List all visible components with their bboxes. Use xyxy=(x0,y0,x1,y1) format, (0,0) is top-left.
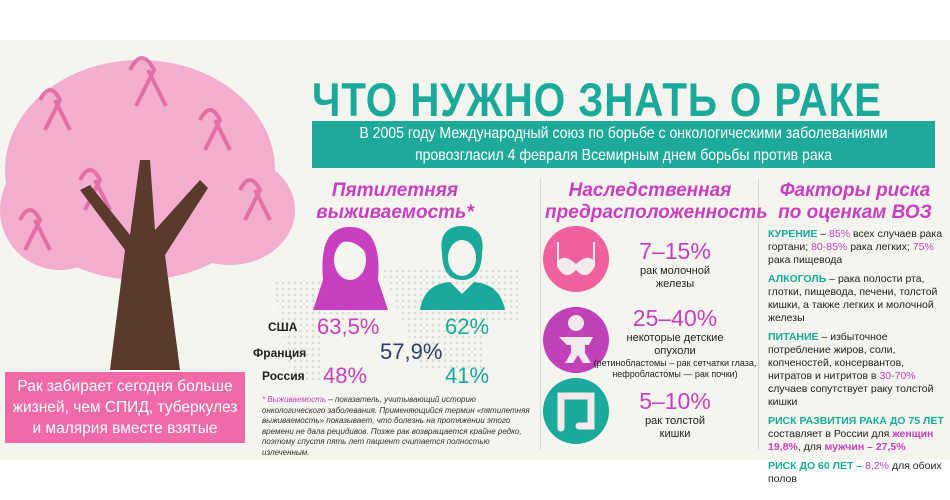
intestine-icon xyxy=(543,378,609,444)
risk-key: РИСК РАЗВИТИЯ РАКА ДО 75 ЛЕТ xyxy=(768,415,944,427)
risk-alcohol: АЛКОГОЛЬ – рака полости рта, глотки, пищ… xyxy=(768,273,948,325)
russia-women-value: 48% xyxy=(323,363,368,388)
caption-line: рак толстой xyxy=(645,415,705,427)
text: рака легких; xyxy=(847,241,913,253)
france-value: 57,9% xyxy=(380,339,443,364)
caption-line: опухоли xyxy=(654,345,696,357)
country-label-france: Франция xyxy=(253,346,307,360)
risk-key: АЛКОГОЛЬ xyxy=(768,273,827,285)
footnote-term: * Выживаемость xyxy=(262,395,327,404)
pct: 30-70% xyxy=(879,370,916,382)
text: – xyxy=(817,228,830,240)
risk-smoking: КУРЕНИЕ – 85% всех случаев рака гортани;… xyxy=(768,228,948,267)
breast-cancer-pct: 7–15% xyxy=(639,238,711,264)
survival-heading: Пятилетняя выживаемость* xyxy=(300,180,490,224)
risk-60: РИСК ДО 60 ЛЕТ – 8,2% для обоих полов xyxy=(768,460,948,486)
child-tumor-pct: 25–40% xyxy=(632,305,718,331)
note-line: нефробластомы — рак почки) xyxy=(612,369,738,379)
caption-line: рак молочной xyxy=(639,265,711,277)
risk-heading: Факторы риска по оценкам ВОЗ xyxy=(760,180,950,224)
text: случаев сопутствует раку толстой кишки xyxy=(768,383,934,408)
man-icon xyxy=(420,226,505,310)
colon-cancer-pct: 5–10% xyxy=(639,388,711,414)
heredity-heading: Наследственная предрасположенность xyxy=(545,180,768,224)
heading-line: Факторы риска xyxy=(779,180,931,201)
pct: 8,2% xyxy=(862,460,890,472)
risk-key: КУРЕНИЕ xyxy=(768,228,818,240)
text: всех случаев рака гортани; xyxy=(768,228,943,253)
text: рака пищевода xyxy=(768,254,843,266)
ribbon-tree-illustration xyxy=(0,56,295,370)
risk-key: РИСК ДО 60 ЛЕТ – xyxy=(768,460,863,472)
child-tumor-note: (ретинобластомы – рак сетчатки глаза, неф… xyxy=(580,358,770,380)
survival-footnote: * Выживаемость – показатель, учитывающий… xyxy=(262,395,537,458)
colon-cancer-caption: рак толстой кишки xyxy=(600,415,750,441)
bra-icon xyxy=(543,226,609,292)
text: – избыточное потребление жиров, соли, ко… xyxy=(768,331,905,382)
risk-75: РИСК РАЗВИТИЯ РАКА ДО 75 ЛЕТ составляет … xyxy=(768,415,948,454)
pct: 75% xyxy=(912,241,934,253)
banner-line: провозгласил 4 февраля Всемирным днем бо… xyxy=(414,147,833,164)
usa-women-value: 63,5% xyxy=(317,314,380,339)
pct: женщин 19,8% xyxy=(768,428,934,453)
heading-line: Пятилетняя xyxy=(331,180,459,201)
text: составляет в России для xyxy=(768,428,893,440)
breast-cancer-caption: рак молочной железы xyxy=(600,265,750,291)
usa-men-value: 62% xyxy=(445,314,490,339)
world-cancer-day-banner: В 2005 году Международный союз по борьбе… xyxy=(312,121,935,168)
russia-men-value: 41% xyxy=(445,363,490,388)
pct: мужчин – 27,5% xyxy=(824,441,906,453)
tree-caption-line: Рак забирает сегодня больше xyxy=(17,378,233,395)
baby-icon xyxy=(543,307,609,373)
tree-caption-line: и малярия вместе взятые xyxy=(32,420,218,437)
child-tumor-caption: некоторые детские опухоли xyxy=(600,332,750,358)
risk-food: ПИТАНИЕ – избыточное потребление жиров, … xyxy=(768,331,948,409)
pct: 80-85% xyxy=(811,241,848,253)
caption-line: железы xyxy=(655,278,695,290)
pct: 85% xyxy=(829,228,851,240)
text: , для xyxy=(797,441,825,453)
risk-key: ПИТАНИЕ xyxy=(768,331,819,343)
caption-line: некоторые детские xyxy=(626,332,724,344)
column-divider xyxy=(758,178,759,450)
footnote-text: – показатель, учитывающий историю онколо… xyxy=(262,395,530,457)
text: – рака полости рта, глотки, пищевода, пе… xyxy=(768,273,938,324)
heading-line: выживаемость* xyxy=(316,202,474,223)
text: для обоих полов xyxy=(768,460,942,485)
woman-icon xyxy=(313,227,388,310)
column-divider xyxy=(540,178,541,450)
heading-line: Наследственная xyxy=(568,180,732,201)
caption-line: кишки xyxy=(659,428,691,440)
country-label-russia: Россия xyxy=(262,369,305,383)
tree-caption-line: жизней, чем СПИД, туберкулез xyxy=(12,399,238,416)
banner-line: В 2005 году Международный союз по борьбе… xyxy=(359,125,888,142)
page-title: ЧТО НУЖНО ЗНАТЬ О РАКЕ xyxy=(312,73,882,126)
risk-factors-list: КУРЕНИЕ – 85% всех случаев рака гортани;… xyxy=(768,228,948,492)
note-line: (ретинобластомы – рак сетчатки глаза, xyxy=(593,358,757,368)
country-label-usa: США xyxy=(268,320,298,334)
heading-line: по оценкам ВОЗ xyxy=(778,202,932,223)
heading-line: предрасположенность xyxy=(545,202,768,223)
tree-caption-box: Рак забирает сегодня больше жизней, чем … xyxy=(5,372,245,443)
